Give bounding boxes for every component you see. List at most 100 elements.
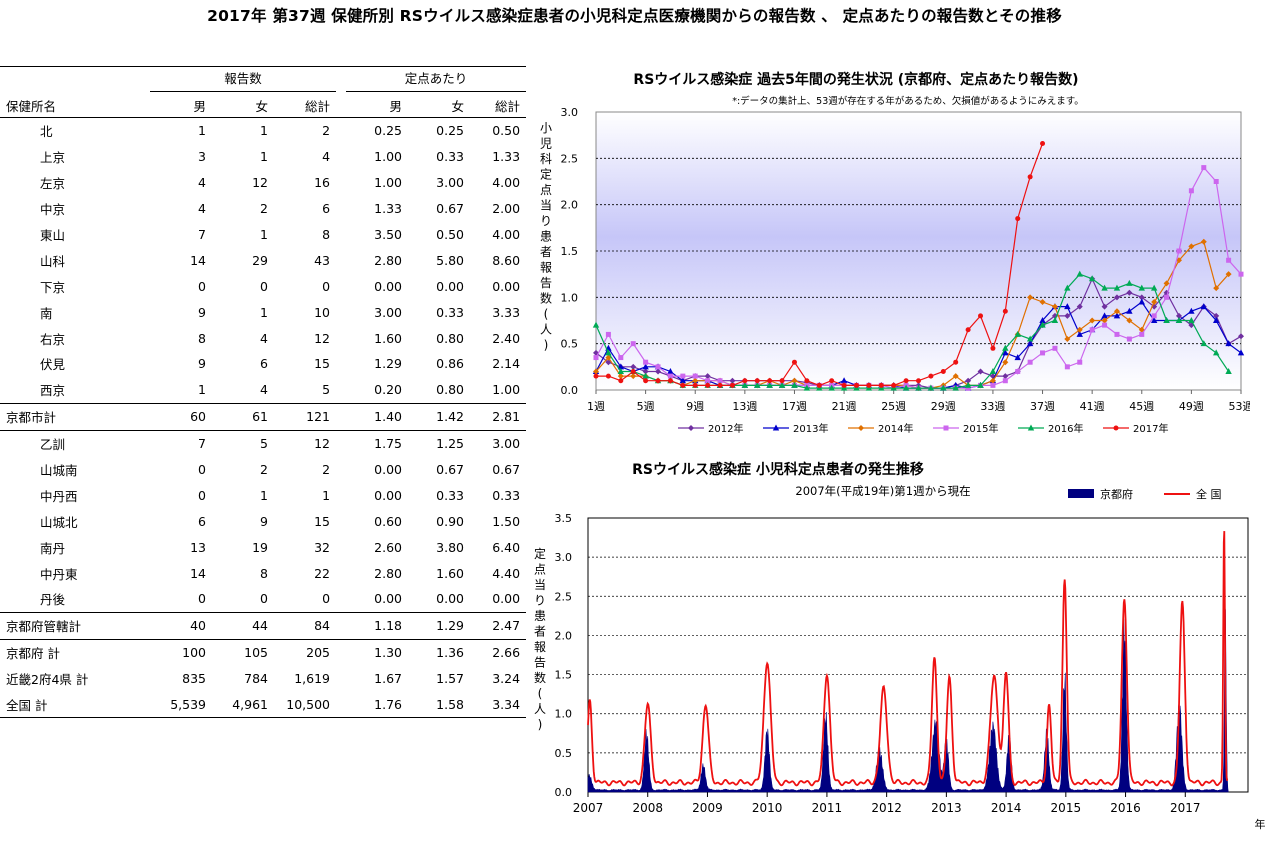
data-point <box>1176 248 1182 254</box>
data-point <box>1113 284 1121 291</box>
chart1-ytick-label: 0.0 <box>561 384 579 397</box>
group-header-per-sentinel: 定点あたり <box>346 67 527 94</box>
cell-value: 0.25 <box>374 123 403 139</box>
data-point <box>1076 303 1083 310</box>
cell-value: 9 <box>198 356 206 372</box>
row-name: 京都府管轄計 <box>0 611 150 640</box>
chart2-ytick-label: 2.0 <box>555 629 573 642</box>
data-point <box>741 381 749 388</box>
cell-value: 1.00 <box>374 175 403 191</box>
data-point <box>953 359 959 365</box>
data-point <box>617 367 625 374</box>
data-point <box>990 345 996 351</box>
table-row: 西京 1 4 5 0.20 0.80 1.00 <box>0 377 526 403</box>
cell-value: 784 <box>244 671 268 687</box>
chart1-xtick-label: 37週 <box>1030 400 1055 413</box>
data-point <box>1175 257 1182 264</box>
data-point <box>1212 349 1220 356</box>
data-point <box>940 384 947 391</box>
cell-value: 5,539 <box>150 691 212 719</box>
data-point <box>1002 349 1009 356</box>
col-header-total: 総計 <box>305 98 331 114</box>
chart1-ylabel-char: 点 <box>540 183 552 197</box>
row-name: 京都市計 <box>0 402 150 431</box>
data-point <box>729 382 735 388</box>
data-point <box>705 378 711 384</box>
cell-value: 4.40 <box>492 565 521 581</box>
data-point <box>1188 243 1195 250</box>
chart2-xtick-label: 2017 <box>1170 801 1201 815</box>
chart2-xtick-label: 2009 <box>692 801 723 815</box>
cell-value: 1 <box>198 123 206 139</box>
cell-value: 43 <box>314 252 331 268</box>
data-point <box>1151 298 1158 305</box>
cell-value: 10,500 <box>274 691 337 719</box>
cell-value: 1.00 <box>374 149 403 165</box>
table-row: 南 9 1 10 3.00 0.33 3.33 <box>0 299 526 325</box>
data-point <box>717 378 723 384</box>
chart2-ytick-label: 3.5 <box>555 512 573 525</box>
data-point <box>767 378 773 384</box>
col-header-male-per: 男 <box>389 98 403 114</box>
table-row: 中丹東 14 8 22 2.80 1.60 4.40 <box>0 560 526 586</box>
row-name: 丹後 <box>40 592 66 608</box>
cell-value: 1.00 <box>492 382 521 398</box>
chart1-xtick-label: 1週 <box>587 400 605 413</box>
data-point <box>593 368 599 375</box>
row-name: 上京 <box>40 150 66 166</box>
chart1-ytick-label: 2.0 <box>561 199 579 212</box>
cell-value: 3 <box>198 149 206 165</box>
cell-value: 3.33 <box>492 304 521 320</box>
data-point <box>1150 284 1158 291</box>
data-point <box>841 382 847 388</box>
data-point <box>1002 359 1009 366</box>
cell-value: 2.14 <box>492 356 521 372</box>
data-point <box>729 377 736 384</box>
data-point <box>680 382 686 388</box>
cell-value: 29 <box>252 252 268 268</box>
data-point <box>1113 308 1120 315</box>
data-point <box>1088 275 1096 282</box>
series-line-national <box>587 531 1229 787</box>
chart1-xtick-label: 5週 <box>637 400 655 413</box>
cell-value: 1 <box>260 123 268 139</box>
data-point <box>1138 294 1145 301</box>
row-name: 乙訓 <box>0 429 150 457</box>
chart2-ylabel-char: 当 <box>534 578 546 592</box>
row-name: 京都府 計 <box>0 638 150 666</box>
chart1-xtick-label: 17週 <box>782 400 807 413</box>
cell-value: 1.60 <box>374 330 403 346</box>
data-point <box>655 368 662 375</box>
chart2-xtick-label: 2015 <box>1051 801 1082 815</box>
cell-value: 2.80 <box>374 252 403 268</box>
chart1-ytick-label: 2.5 <box>561 152 579 165</box>
data-point <box>754 378 760 384</box>
data-point <box>878 382 884 388</box>
chart1-ylabel-char: ( <box>544 307 549 321</box>
chart2-ylabel-char: 患 <box>534 609 546 623</box>
data-point <box>667 378 673 384</box>
chart2-title: RSウイルス感染症 小児科定点患者の発生推移 <box>632 461 924 478</box>
data-point <box>779 378 785 384</box>
cell-value: 14 <box>190 252 206 268</box>
data-point <box>829 378 835 384</box>
chart1-ylabel-char: 児 <box>540 137 552 151</box>
col-header-total-per: 総計 <box>495 98 521 114</box>
data-point <box>989 373 996 380</box>
cell-value: 1.29 <box>374 356 403 372</box>
data-point <box>1051 312 1058 319</box>
data-point <box>592 321 600 328</box>
cell-value: 1.33 <box>374 201 403 217</box>
data-point <box>1212 317 1220 323</box>
data-point <box>766 381 773 388</box>
data-point <box>1126 289 1133 296</box>
cell-value: 1 <box>322 487 331 503</box>
cell-value: 12 <box>252 175 268 191</box>
data-point <box>1039 321 1046 328</box>
cell-value: 0.60 <box>374 513 403 529</box>
chart1-ylabel-char: 当 <box>540 199 552 213</box>
chart1-xtick-label: 29週 <box>931 400 956 413</box>
chart1-subtitle: *:データの集計上、53週が存在する年があるため、欠損値があるようにみえます。 <box>732 95 1084 107</box>
table-row: 右京 8 4 12 1.60 0.80 2.40 <box>0 325 526 351</box>
chart2-ylabel-char: 報 <box>534 640 546 654</box>
